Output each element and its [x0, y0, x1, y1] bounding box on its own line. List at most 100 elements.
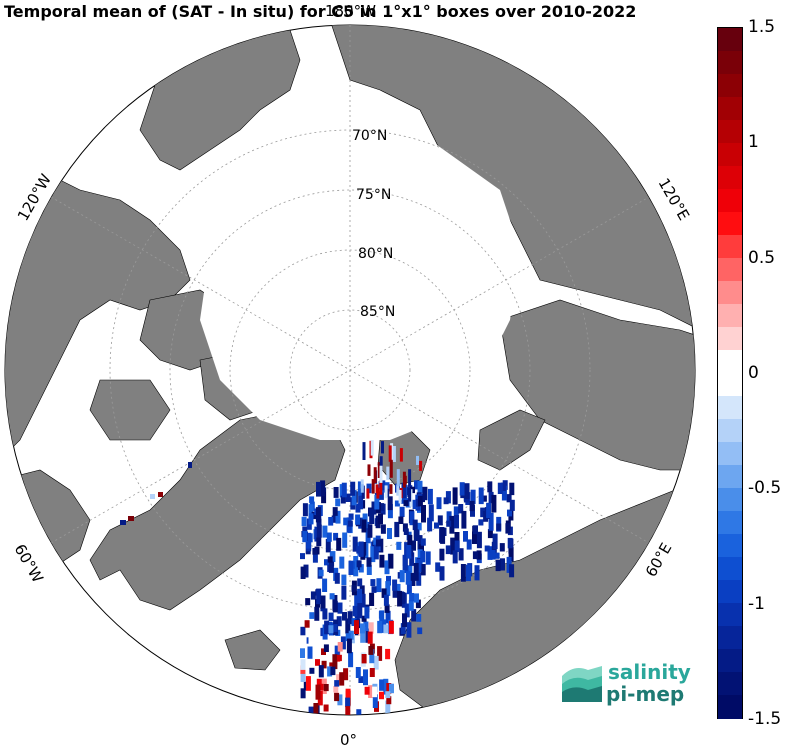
data-cell [412, 499, 418, 509]
data-cell [386, 683, 392, 694]
data-cell [310, 591, 316, 600]
data-cell [333, 532, 339, 541]
data-cell [351, 490, 357, 506]
data-cell [322, 608, 328, 620]
data-cell [458, 504, 464, 514]
data-cell [487, 481, 493, 493]
data-cell [476, 531, 482, 549]
data-cell [445, 491, 451, 504]
data-cell [483, 511, 489, 522]
data-cell [357, 588, 363, 605]
data-cell [301, 637, 307, 646]
data-cell [484, 545, 490, 552]
colorbar-segment [718, 350, 742, 374]
data-cell [439, 548, 445, 561]
data-cell [422, 486, 428, 501]
data-cell [384, 604, 390, 613]
logo-line2: pi-mep [606, 682, 685, 706]
data-cell [459, 482, 465, 496]
data-cell [411, 609, 417, 622]
data-cell [373, 544, 379, 560]
colorbar-segment [718, 488, 742, 512]
data-cell [324, 620, 330, 635]
data-cell [377, 620, 383, 634]
data-cell [341, 482, 347, 498]
data-cell [316, 588, 322, 605]
data-cell [369, 649, 375, 664]
data-cell [347, 520, 353, 527]
colorbar-segment [718, 419, 742, 443]
data-cell [357, 481, 363, 496]
data-cell [325, 539, 331, 553]
data-cell [501, 485, 507, 501]
data-cell [332, 507, 338, 516]
data-cell [378, 611, 384, 619]
data-cell [348, 513, 354, 520]
data-cell [402, 613, 407, 627]
data-cell [406, 545, 412, 559]
data-cell [357, 578, 363, 587]
data-cell [495, 559, 501, 572]
data-cell [300, 673, 306, 682]
data-cell [350, 481, 356, 496]
data-cell [374, 494, 380, 504]
data-cell [405, 571, 411, 585]
graticule [50, 25, 650, 715]
colorbar-segment [718, 672, 742, 696]
data-cell [385, 581, 391, 596]
data-cell [392, 579, 398, 591]
data-cell [403, 528, 409, 535]
data-cell [408, 600, 414, 611]
data-cell [410, 572, 416, 586]
data-cell [385, 691, 391, 699]
colorbar [717, 27, 743, 719]
data-cell [358, 541, 364, 557]
data-cell [507, 537, 513, 549]
data-cell [328, 561, 334, 573]
data-cell [417, 627, 423, 635]
data-cell [313, 623, 319, 634]
data-cell [321, 648, 326, 655]
colorbar-segment [718, 189, 742, 213]
data-cell [396, 469, 400, 487]
data-cell [416, 522, 422, 531]
data-cell [347, 611, 353, 625]
data-cell [372, 694, 378, 708]
data-cell [357, 603, 363, 619]
data-cell [362, 442, 366, 460]
lon-label-0: 0° [340, 731, 357, 747]
data-cell [378, 513, 383, 525]
data-cell [390, 452, 394, 462]
data-cell [399, 506, 405, 517]
data-cell [406, 498, 412, 507]
data-cell [404, 603, 410, 618]
data-cell [334, 680, 340, 687]
data-cell [333, 487, 339, 498]
data-cell [417, 495, 423, 507]
colorbar-segment [718, 603, 742, 627]
data-cell [337, 694, 343, 706]
data-cell [416, 614, 422, 622]
colorbar-segment [718, 304, 742, 328]
data-cell [342, 532, 348, 548]
data-cell [389, 683, 394, 694]
data-cell [413, 563, 419, 581]
lon-label-180: 180°W [325, 2, 376, 20]
data-cell [452, 550, 458, 564]
colorbar-segment [718, 212, 742, 236]
data-cell [386, 696, 392, 705]
data-cell [326, 532, 332, 542]
data-cell [420, 564, 426, 576]
data-cell [492, 533, 498, 550]
data-cell [481, 495, 487, 502]
data-cell [367, 524, 373, 538]
data-cell [470, 489, 476, 504]
data-cell [419, 460, 423, 471]
data-cell [306, 532, 312, 549]
data-cell [464, 483, 470, 499]
data-cell [345, 618, 351, 634]
data-cell [494, 552, 500, 559]
colorbar-tick-label: 1.5 [748, 17, 776, 37]
data-cell [307, 646, 313, 659]
data-cell [318, 665, 324, 678]
